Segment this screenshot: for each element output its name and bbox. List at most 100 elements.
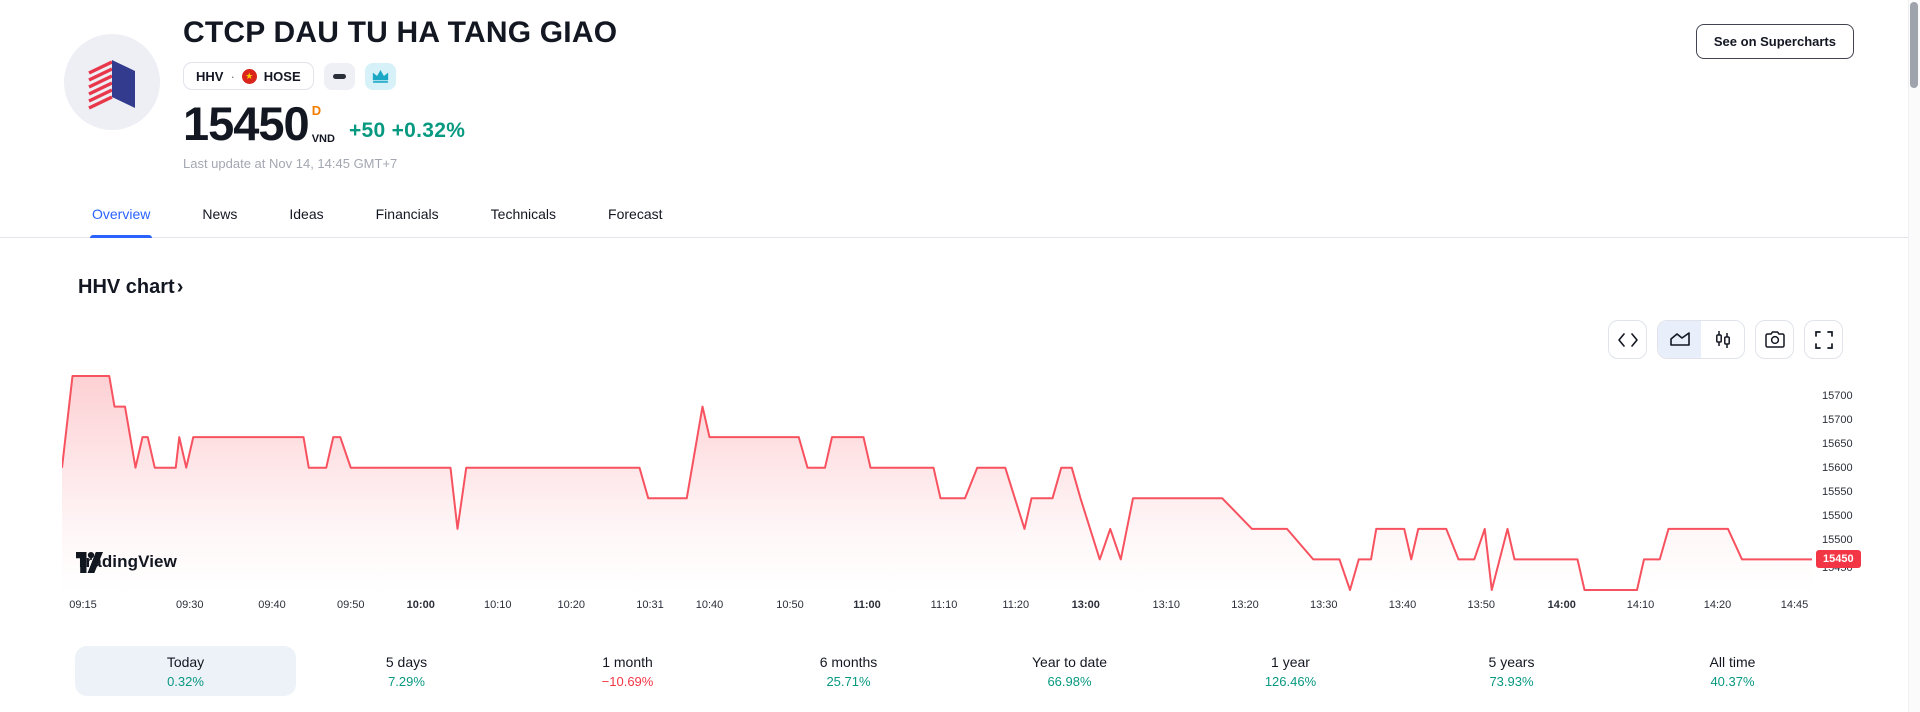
- current-price-badge: 15450: [1816, 550, 1861, 569]
- time-axis-label: 11:00: [853, 599, 881, 611]
- time-axis-label: 09:15: [69, 599, 97, 611]
- price-axis-label: 15600: [1822, 462, 1853, 474]
- see-on-supercharts-button[interactable]: See on Supercharts: [1695, 24, 1854, 59]
- time-axis-label: 10:20: [557, 599, 586, 611]
- perf-range-5-days[interactable]: 5 days 7.29%: [296, 646, 517, 696]
- currency-label: VND: [311, 133, 335, 145]
- time-axis-label: 13:50: [1467, 599, 1496, 611]
- time-axis-label: 11:10: [930, 599, 958, 611]
- time-axis-label: 14:10: [1626, 599, 1655, 611]
- time-axis-label: 10:31: [636, 599, 664, 611]
- price-axis-label: 15700: [1822, 390, 1853, 402]
- performance-strip: Today 0.32% 5 days 7.29% 1 month −10.69% 6 mon…: [75, 646, 1843, 696]
- time-axis-label: 13:10: [1152, 599, 1181, 611]
- perf-range-label: 6 months: [819, 653, 878, 670]
- perf-range-value: 66.98%: [1047, 673, 1092, 689]
- perf-range-label: Today: [166, 653, 205, 670]
- time-axis-label: 09:30: [175, 599, 204, 611]
- time-axis-label: 10:40: [695, 599, 724, 611]
- price-row: 15450 D VND +50 +0.32%: [183, 100, 617, 147]
- change-percent: +0.32%: [391, 119, 466, 142]
- tradingview-watermark: TradingView: [76, 552, 177, 573]
- time-axis[interactable]: 09:15 09:30 09:40 09:50 10:00 10:10 10:20 10:31…: [62, 599, 1812, 619]
- bond-badge[interactable]: [323, 62, 355, 90]
- dash-icon: [332, 73, 346, 79]
- embed-code-button[interactable]: [1608, 320, 1647, 359]
- perf-range-all-time[interactable]: All time 40.37%: [1622, 646, 1843, 696]
- perf-range-value: 40.37%: [1710, 673, 1755, 689]
- perf-range-year-to-date[interactable]: Year to date 66.98%: [959, 646, 1180, 696]
- candles-icon: [1715, 330, 1730, 348]
- last-price: 15450: [183, 97, 310, 150]
- time-axis-label: 13:00: [1071, 599, 1100, 611]
- perf-range-6-months[interactable]: 6 months 25.71%: [738, 646, 959, 696]
- price-axis-label: 15550: [1822, 486, 1853, 498]
- vietnam-flag-icon: ★: [241, 68, 257, 84]
- time-axis-label: 13:20: [1231, 599, 1259, 611]
- area-chart-type-button[interactable]: [1658, 321, 1701, 358]
- tradingview-logo-icon: [76, 552, 103, 573]
- perf-range-value: 0.32%: [167, 673, 204, 689]
- crown-badge[interactable]: [364, 62, 396, 90]
- ticker-row: HHV · ★ HOSE: [183, 62, 617, 90]
- tab-ideas[interactable]: Ideas: [289, 206, 324, 222]
- perf-range-today[interactable]: Today 0.32%: [75, 646, 296, 696]
- perf-range-1-month[interactable]: 1 month −10.69%: [517, 646, 738, 696]
- chart-plot-area[interactable]: TradingView 09:15 09:30 09:40 09:50 10:00 10:…: [62, 349, 1812, 611]
- perf-range-value: −10.69%: [601, 673, 654, 689]
- tab-overview[interactable]: Overview: [90, 200, 153, 238]
- tab-forecast[interactable]: Forecast: [608, 206, 663, 222]
- ticker-symbol: HHV: [196, 68, 224, 84]
- chart-toolbar: [1608, 320, 1843, 359]
- camera-icon: [1764, 331, 1785, 348]
- price-axis[interactable]: 15700 15700 15650 15600 15550 15500 15500 15450…: [1816, 349, 1868, 594]
- time-axis-label: 13:40: [1388, 599, 1417, 611]
- tradingview-watermark-text: TradingView: [76, 552, 177, 571]
- perf-range-1-year[interactable]: 1 year 126.46%: [1180, 646, 1401, 696]
- candles-chart-type-button[interactable]: [1701, 321, 1744, 358]
- scrollbar-thumb[interactable]: [1910, 2, 1918, 88]
- tab-technicals[interactable]: Technicals: [490, 206, 557, 222]
- change-absolute: +50: [348, 119, 386, 142]
- perf-range-5-years[interactable]: 5 years 73.93%: [1401, 646, 1622, 696]
- perf-range-value: 126.46%: [1264, 673, 1317, 689]
- time-axis-label: 14:20: [1703, 599, 1732, 611]
- price-axis-label: 15700: [1822, 414, 1853, 426]
- chevron-right-icon: ›: [176, 276, 184, 298]
- chart-section-link[interactable]: HHV chart ›: [78, 276, 183, 299]
- page-scrollbar[interactable]: [1908, 0, 1920, 712]
- fullscreen-button[interactable]: [1804, 320, 1843, 359]
- time-axis-label: 10:50: [776, 599, 804, 611]
- symbol-header: CTCP DAU TU HA TANG GIAO HHV · ★ HOSE 15…: [183, 16, 617, 171]
- interval-badge: D: [311, 103, 322, 118]
- ticker-separator: ·: [230, 68, 235, 84]
- tab-financials[interactable]: Financials: [375, 206, 439, 222]
- time-axis-label: 10:00: [406, 599, 435, 611]
- perf-range-value: 73.93%: [1489, 673, 1534, 689]
- time-axis-label: 10:10: [483, 599, 512, 611]
- time-axis-label: 13:30: [1309, 599, 1338, 611]
- company-title: CTCP DAU TU HA TANG GIAO: [183, 16, 618, 49]
- price-change: +50 +0.32%: [349, 119, 465, 147]
- perf-range-label: All time: [1709, 653, 1756, 670]
- snapshot-button[interactable]: [1755, 320, 1794, 359]
- symbol-tabs: Overview News Ideas Financials Technicals For…: [0, 200, 1920, 238]
- perf-range-value: 7.29%: [388, 673, 425, 689]
- price-meta: D VND: [312, 103, 335, 147]
- crown-icon: [372, 70, 388, 83]
- price-axis-label: 15650: [1822, 438, 1853, 450]
- ticker-pill[interactable]: HHV · ★ HOSE: [183, 62, 314, 90]
- time-axis-label: 09:50: [336, 599, 365, 611]
- perf-range-label: 5 days: [385, 653, 428, 670]
- perf-range-label: 1 year: [1271, 653, 1310, 670]
- last-update-text: Last update at Nov 14, 14:45 GMT+7: [183, 156, 398, 171]
- company-logo-avatar: [64, 34, 160, 130]
- perf-range-value: 25.71%: [826, 673, 871, 689]
- price-chart[interactable]: TradingView 09:15 09:30 09:40 09:50 10:00 10:…: [62, 349, 1868, 624]
- time-axis-label: 11:20: [1002, 599, 1030, 611]
- code-icon: [1617, 332, 1638, 347]
- perf-range-label: Year to date: [1032, 653, 1107, 670]
- time-axis-label: 09:40: [258, 599, 286, 611]
- tab-news[interactable]: News: [202, 206, 238, 222]
